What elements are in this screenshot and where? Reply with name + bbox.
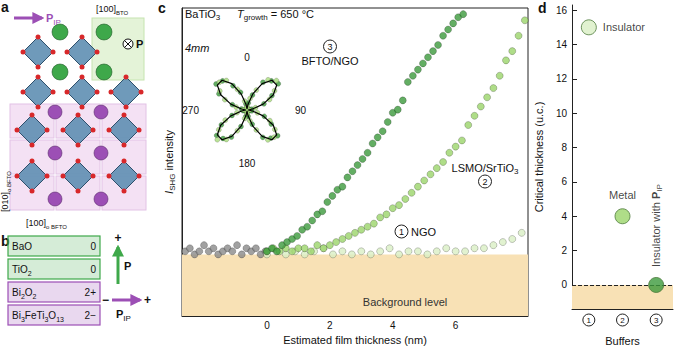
- svg-text:2: 2: [327, 320, 333, 331]
- svg-text:TiO2: TiO2: [12, 264, 32, 277]
- svg-text:3: 3: [327, 42, 332, 52]
- svg-text:Bi2O2: Bi2O2: [12, 287, 37, 300]
- svg-text:growth: growth: [244, 13, 268, 22]
- svg-text:4: 4: [561, 211, 567, 222]
- svg-text:+: +: [114, 231, 121, 245]
- svg-text:3: 3: [216, 13, 221, 22]
- svg-text:1: 1: [587, 316, 592, 325]
- svg-text:4mm: 4mm: [185, 42, 209, 54]
- svg-text:0: 0: [244, 52, 250, 63]
- svg-text:P: P: [124, 260, 131, 272]
- svg-text:LSMO/SrTiO: LSMO/SrTiO: [452, 162, 515, 174]
- svg-text:2: 2: [561, 245, 567, 256]
- svg-text:Critical thickness (u.c.): Critical thickness (u.c.): [533, 102, 545, 213]
- svg-text:= 650 °C: = 650 °C: [268, 8, 314, 20]
- svg-text:[100]o BFTO: [100]o BFTO: [26, 218, 67, 230]
- svg-text:0: 0: [561, 279, 567, 290]
- svg-text:0: 0: [90, 241, 96, 252]
- svg-text:3: 3: [514, 167, 519, 176]
- svg-text:IP: IP: [655, 184, 664, 192]
- svg-text:P: P: [136, 38, 143, 50]
- svg-text:2: 2: [620, 316, 625, 325]
- svg-text:2: 2: [482, 177, 487, 187]
- svg-text:180: 180: [239, 158, 256, 169]
- svg-text:Metal: Metal: [609, 189, 636, 201]
- svg-text:6: 6: [561, 176, 567, 187]
- svg-text:[100]BTO: [100]BTO: [96, 4, 129, 16]
- svg-text:c: c: [158, 0, 166, 16]
- svg-text:Estimated film thickness (nm): Estimated film thickness (nm): [283, 334, 427, 346]
- svg-text:PIP: PIP: [46, 12, 61, 27]
- svg-text:+: +: [144, 293, 151, 307]
- svg-text:intensity: intensity: [163, 130, 175, 174]
- svg-text:P: P: [650, 192, 662, 199]
- svg-text:6: 6: [453, 320, 459, 331]
- svg-text:4: 4: [390, 320, 396, 331]
- svg-text:Bi3FeTi3O13: Bi3FeTi3O13: [12, 310, 64, 323]
- svg-text:−: −: [102, 293, 109, 307]
- svg-text:a: a: [1, 0, 9, 15]
- svg-text:[010]o BFTO: [010]o BFTO: [0, 171, 12, 212]
- svg-text:Buffers: Buffers: [605, 335, 640, 347]
- svg-text:90: 90: [295, 105, 307, 116]
- svg-text:SHG: SHG: [168, 174, 177, 191]
- svg-text:PIP: PIP: [116, 308, 131, 323]
- svg-text:16: 16: [556, 5, 568, 16]
- svg-text:Background level: Background level: [363, 296, 447, 308]
- svg-text:BaO: BaO: [12, 241, 32, 252]
- svg-text:Insulator with: Insulator with: [650, 199, 662, 267]
- svg-text:BaTiO: BaTiO: [185, 8, 216, 20]
- svg-text:0: 0: [264, 320, 270, 331]
- svg-text:14: 14: [556, 39, 568, 50]
- svg-text:0: 0: [90, 264, 96, 275]
- svg-text:Insulator: Insulator: [603, 21, 646, 33]
- svg-text:I: I: [162, 190, 175, 194]
- svg-text:d: d: [538, 0, 547, 16]
- svg-text:8: 8: [561, 142, 567, 153]
- svg-text:BFTO/NGO: BFTO/NGO: [301, 55, 359, 67]
- svg-text:270: 270: [182, 105, 199, 116]
- svg-text:b: b: [1, 233, 10, 249]
- svg-text:3: 3: [654, 316, 659, 325]
- svg-text:NGO: NGO: [411, 226, 437, 238]
- svg-text:10: 10: [556, 108, 568, 119]
- svg-text:T: T: [237, 7, 244, 20]
- svg-text:2−: 2−: [85, 310, 97, 321]
- svg-text:2+: 2+: [85, 287, 97, 298]
- svg-text:1: 1: [399, 227, 404, 237]
- svg-text:12: 12: [556, 73, 568, 84]
